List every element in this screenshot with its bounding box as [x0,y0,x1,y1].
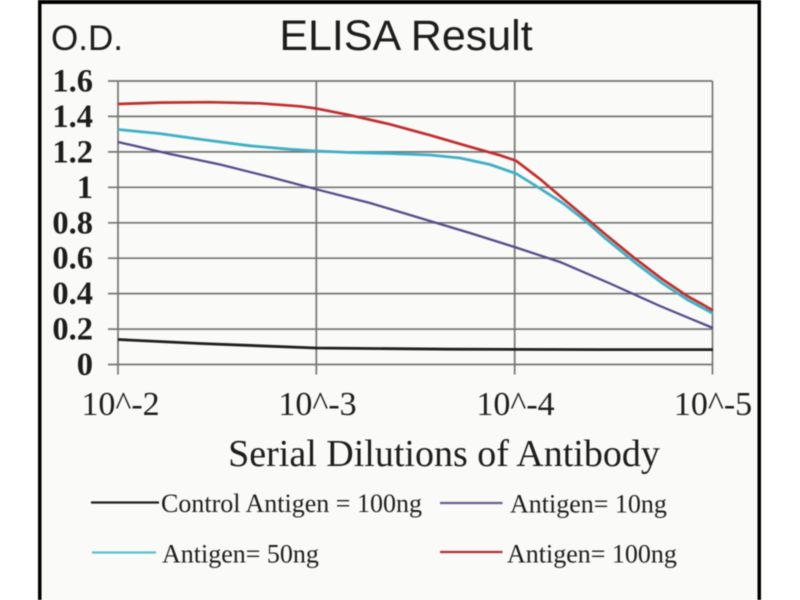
svg-text:1: 1 [77,170,93,206]
svg-text:1.2: 1.2 [52,134,93,170]
svg-text:ELISA Result: ELISA Result [279,12,532,60]
svg-text:0.8: 0.8 [52,205,93,241]
svg-text:O.D.: O.D. [51,19,123,58]
svg-text:0: 0 [77,347,93,383]
svg-text:Antigen= 50ng: Antigen= 50ng [162,540,319,569]
svg-text:Antigen= 100ng: Antigen= 100ng [507,540,677,569]
svg-text:10^-2: 10^-2 [81,386,159,423]
svg-text:0.2: 0.2 [52,312,93,348]
svg-text:10^-5: 10^-5 [674,386,752,423]
svg-text:0.4: 0.4 [52,276,93,312]
svg-text:1.4: 1.4 [52,99,93,135]
svg-text:1.6: 1.6 [52,64,93,100]
svg-text:0.6: 0.6 [52,241,93,277]
svg-text:Serial Dilutions of Antibody: Serial Dilutions of Antibody [228,433,660,475]
svg-text:10^-3: 10^-3 [278,386,356,423]
svg-text:Control Antigen = 100ng: Control Antigen = 100ng [161,489,422,518]
svg-text:Antigen= 10ng: Antigen= 10ng [510,490,667,519]
svg-text:10^-4: 10^-4 [476,386,554,423]
